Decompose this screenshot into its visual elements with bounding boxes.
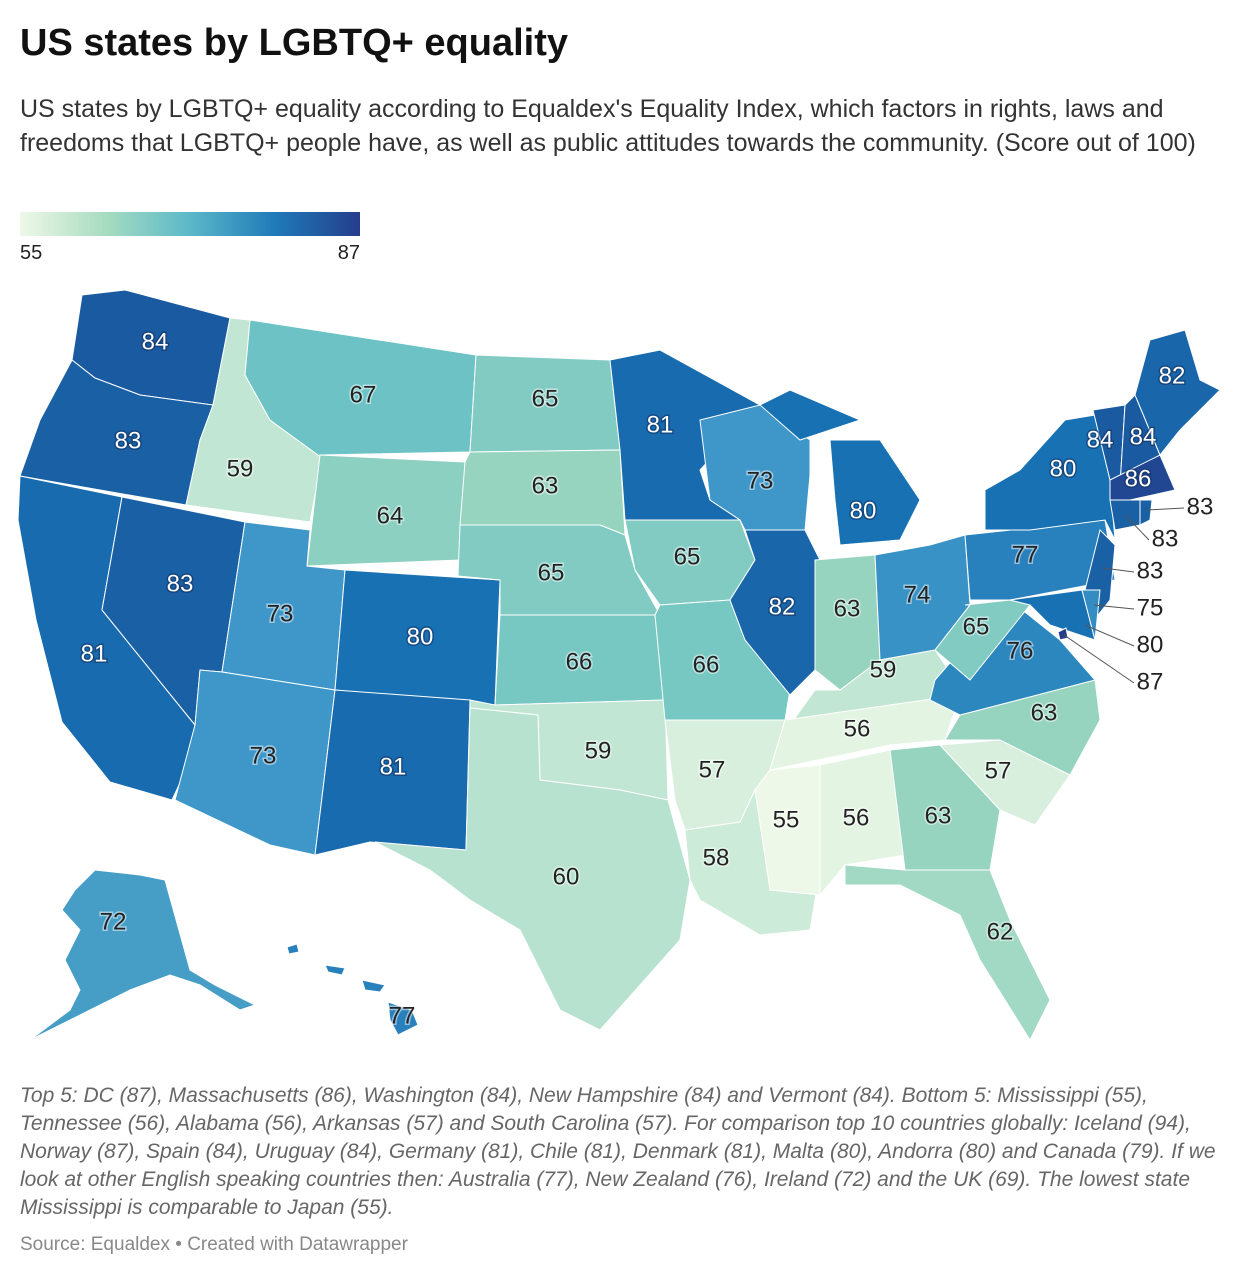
source-line: Source: Equaldex • Created with Datawrap… [20, 1234, 408, 1255]
state-value-label-ct: 83 [1152, 525, 1179, 552]
state-hi[interactable] [324, 964, 346, 976]
state-md[interactable] [1009, 589, 1096, 641]
state-value-label-ny: 80 [1050, 455, 1077, 482]
state-value-label-wv: 65 [963, 613, 990, 640]
state-value-label-nc: 63 [1031, 699, 1058, 726]
state-value-label-sc: 57 [985, 757, 1012, 784]
state-me[interactable] [1134, 329, 1221, 456]
state-value-label-ma: 86 [1125, 465, 1152, 492]
state-value-label-ak: 72 [100, 908, 127, 935]
us-map: 84 83 81 59 83 67 64 73 73 80 81 65 63 65 66 59 60 81 65 66… [17, 289, 1221, 1042]
state-value-label-ks: 66 [566, 648, 593, 675]
state-value-label-tn: 56 [844, 715, 871, 742]
state-value-label-wy: 64 [377, 502, 404, 529]
state-value-label-va: 76 [1007, 637, 1034, 664]
state-value-label-fl: 62 [987, 918, 1014, 945]
chart-notes: Top 5: DC (87), Massachusetts (86), Wash… [20, 1084, 1216, 1219]
state-value-label-mt: 67 [350, 381, 377, 408]
state-value-label-ok: 59 [585, 737, 612, 764]
state-value-label-me: 82 [1159, 362, 1186, 389]
leader-line-dc [1063, 634, 1135, 684]
state-value-label-sd: 63 [532, 472, 559, 499]
state-value-label-md: 80 [1137, 631, 1164, 658]
color-legend: 55 87 [20, 212, 360, 264]
state-la[interactable] [684, 788, 821, 936]
state-value-label-ut: 73 [267, 600, 294, 627]
leader-line-md [1084, 624, 1135, 647]
state-value-label-ms: 55 [773, 806, 800, 833]
state-value-label-ia: 65 [674, 543, 701, 570]
state-value-label-vt: 84 [1087, 426, 1114, 453]
state-value-label-nv: 83 [167, 570, 194, 597]
state-value-label-de: 75 [1137, 594, 1164, 621]
state-mi[interactable] [759, 389, 862, 441]
legend-min: 55 [20, 242, 43, 264]
state-value-label-or: 83 [115, 427, 142, 454]
state-value-label-ca: 81 [81, 640, 108, 667]
state-ms[interactable] [754, 764, 821, 896]
chart-subtitle: US states by LGBTQ+ equality according t… [20, 95, 1196, 157]
state-value-label-ar: 57 [699, 756, 726, 783]
state-ak[interactable] [29, 869, 257, 1041]
legend-max: 87 [337, 242, 360, 264]
state-ma[interactable] [1109, 454, 1176, 501]
state-value-label-nj: 83 [1137, 557, 1164, 584]
state-value-label-ky: 59 [870, 656, 897, 683]
chart-title: US states by LGBTQ+ equality [20, 22, 568, 64]
leader-line-de [1093, 604, 1135, 610]
state-il[interactable] [729, 529, 821, 696]
state-value-label-mn: 81 [647, 411, 674, 438]
state-value-label-wa: 84 [142, 328, 169, 355]
state-ga[interactable] [889, 744, 1001, 871]
state-value-label-az: 73 [250, 742, 277, 769]
state-value-label-ne: 65 [538, 559, 565, 586]
state-de[interactable] [1081, 589, 1101, 641]
state-hi[interactable] [387, 1001, 419, 1036]
state-value-label-nd: 65 [532, 385, 559, 412]
state-value-label-pa: 77 [1012, 541, 1039, 568]
state-value-label-id: 59 [227, 455, 254, 482]
state-hi[interactable] [286, 943, 300, 955]
state-mi[interactable] [829, 439, 921, 546]
leader-line-nj [1102, 567, 1135, 573]
state-dc[interactable] [1057, 627, 1069, 641]
state-value-label-nm: 81 [380, 753, 407, 780]
legend-gradient [20, 212, 360, 236]
state-ri[interactable] [1139, 499, 1153, 526]
state-al[interactable] [819, 749, 906, 897]
state-value-label-mo: 66 [693, 651, 720, 678]
state-value-label-la: 58 [703, 844, 730, 871]
state-value-label-oh: 74 [904, 581, 931, 608]
state-value-label-tx: 60 [553, 863, 580, 890]
state-value-label-mi: 80 [850, 497, 877, 524]
state-value-label-co: 80 [407, 623, 434, 650]
state-value-label-nh: 84 [1130, 423, 1157, 450]
state-sc[interactable] [938, 739, 1071, 826]
state-value-label-ri: 83 [1187, 493, 1214, 520]
state-value-label-wi: 73 [747, 467, 774, 494]
state-value-label-hi: 77 [389, 1002, 416, 1029]
state-value-label-al: 56 [843, 804, 870, 831]
state-hi[interactable] [361, 979, 386, 993]
state-fl[interactable] [844, 864, 1051, 1042]
leader-line-ct [1124, 514, 1150, 541]
state-value-label-ga: 63 [925, 802, 952, 829]
state-value-label-in: 63 [834, 595, 861, 622]
state-tx[interactable] [374, 707, 691, 1031]
leader-line-ri [1146, 507, 1185, 511]
state-value-label-dc: 87 [1137, 668, 1164, 695]
state-value-label-il: 82 [769, 593, 796, 620]
